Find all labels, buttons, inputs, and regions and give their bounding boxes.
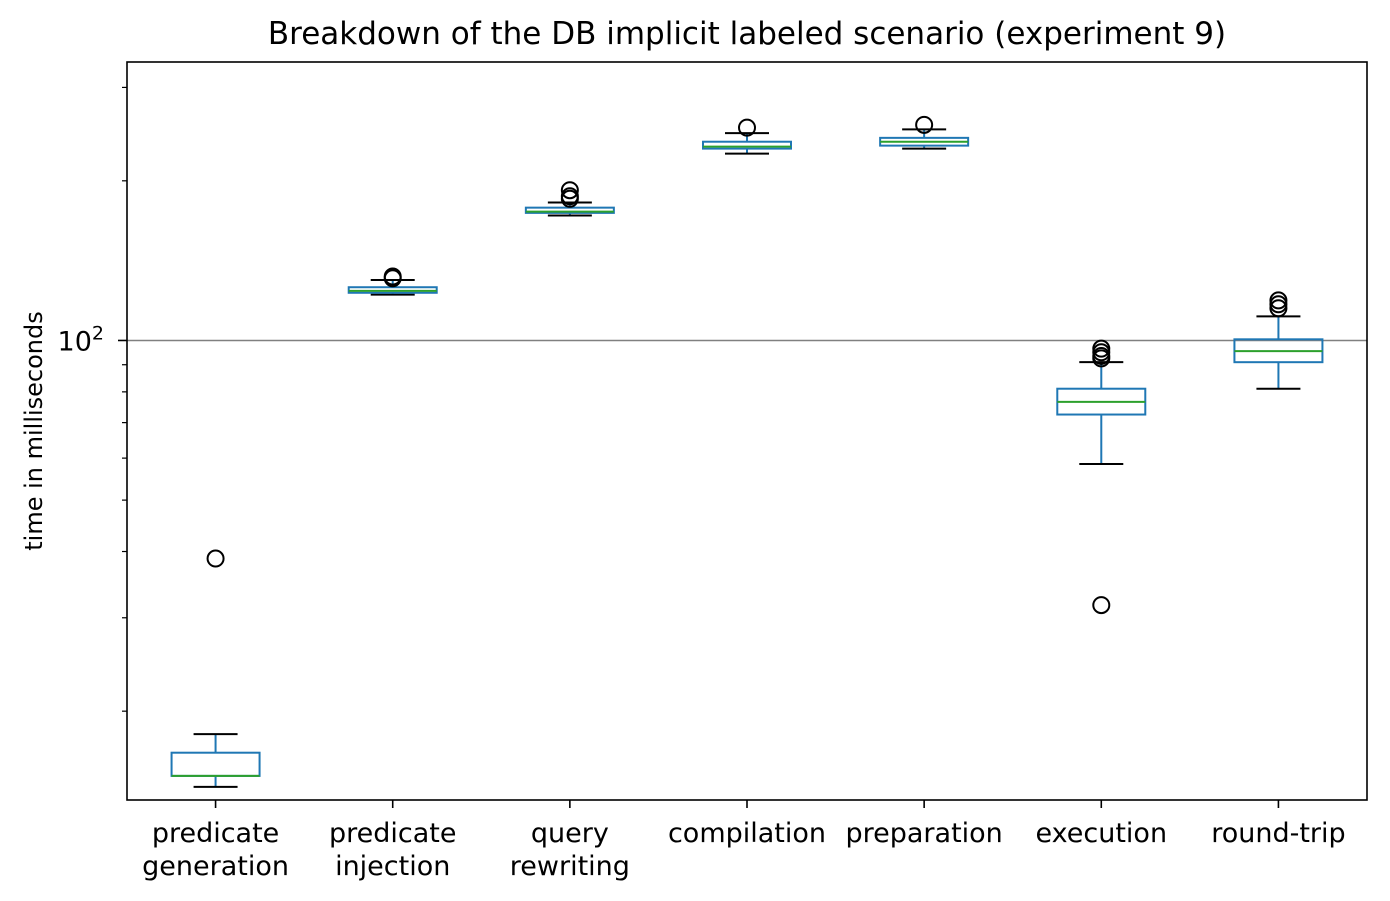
outlier-point bbox=[738, 118, 756, 137]
x-tick-label-line: generation bbox=[142, 851, 289, 882]
chart-title: Breakdown of the DB implicit labeled sce… bbox=[268, 16, 1226, 52]
x-tick-label: query rewriting bbox=[510, 818, 630, 882]
x-tick-label-line: preparation bbox=[845, 818, 1002, 849]
x-tick-label-line: predicate bbox=[329, 818, 457, 849]
box-group bbox=[170, 549, 261, 788]
y-tick-exponent: 2 bbox=[92, 322, 104, 344]
x-tick-label-line: injection bbox=[335, 851, 450, 882]
outlier-point bbox=[560, 187, 579, 206]
y-tick-base: 10 bbox=[58, 326, 92, 357]
y-axis: 102 bbox=[58, 86, 127, 712]
box-plot-series bbox=[170, 115, 1324, 788]
box-group bbox=[347, 267, 438, 296]
plot-background bbox=[127, 62, 1367, 800]
x-tick-label: preparation bbox=[845, 818, 1002, 849]
x-tick-label: execution bbox=[1035, 818, 1167, 849]
box-group bbox=[879, 115, 970, 150]
x-tick-label-line: round-trip bbox=[1211, 818, 1345, 849]
box bbox=[702, 140, 792, 150]
outlier-point bbox=[915, 115, 934, 134]
outlier-point bbox=[1092, 596, 1111, 615]
y-tick-label: 102 bbox=[58, 322, 104, 357]
outlier-point bbox=[1269, 291, 1288, 310]
x-tick-label: compilation bbox=[668, 818, 826, 849]
box-group bbox=[702, 118, 792, 155]
box-group bbox=[1056, 339, 1147, 615]
outlier-point bbox=[383, 267, 402, 286]
x-tick-label-line: query bbox=[531, 818, 609, 849]
outlier-point bbox=[560, 181, 579, 200]
outlier-point bbox=[206, 549, 225, 568]
x-tick-label-line: predicate bbox=[152, 818, 280, 849]
outlier-point bbox=[1092, 339, 1111, 358]
x-tick-label: predicate injection bbox=[329, 818, 457, 882]
x-tick-label-line: compilation bbox=[668, 818, 826, 849]
box-group bbox=[524, 181, 615, 217]
x-tick-label-line: execution bbox=[1035, 818, 1167, 849]
x-tick-label: round-trip bbox=[1211, 818, 1345, 849]
y-axis-label: time in milliseconds bbox=[20, 311, 48, 551]
box-group bbox=[1233, 291, 1324, 390]
x-tick-label: predicate generation bbox=[142, 818, 289, 882]
x-tick-label-line: rewriting bbox=[510, 851, 630, 882]
